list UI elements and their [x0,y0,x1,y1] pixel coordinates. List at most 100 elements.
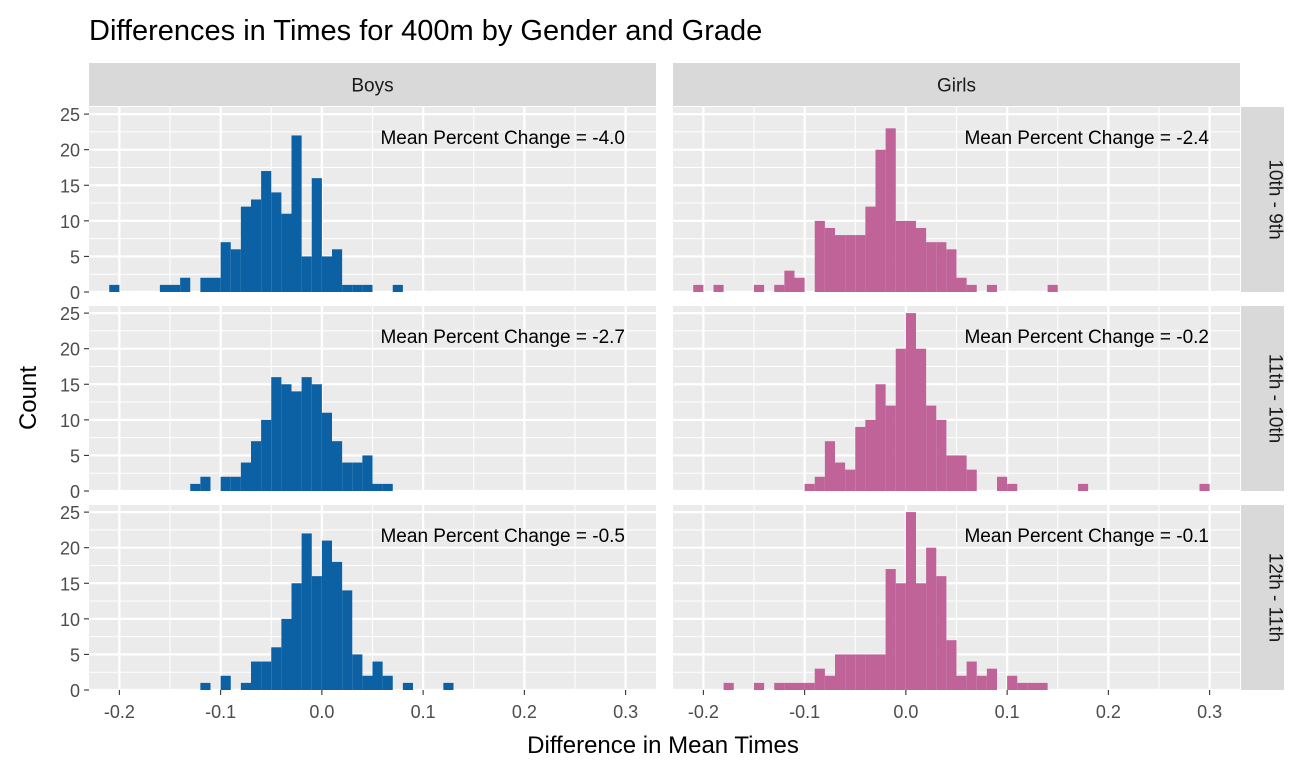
y-tick-label: 5 [70,645,80,665]
histogram-bar [804,682,815,690]
histogram-bar [754,284,765,292]
y-tick-label: 10 [60,212,80,232]
histogram-bar [814,668,825,690]
histogram-bar [372,483,383,491]
histogram-bar [875,654,886,690]
histogram-bar [311,576,322,690]
row-strip-label: 11th - 10th [1265,354,1286,443]
mean-percent-change-annotation: Mean Percent Change = -2.7 [380,327,625,348]
histogram-bar [905,220,916,292]
histogram-bar [1007,483,1018,491]
histogram-bar [693,284,704,292]
strip-layer: Boys Girls 10th - 9th 11th - 10th 12th - 11t… [89,63,1286,690]
y-tick-label: 20 [60,539,80,559]
mean-percent-change-annotation: Mean Percent Change = -0.1 [964,526,1209,547]
histogram-bar [774,682,785,690]
panel-girls-row-2: Mean Percent Change = -0.2 [673,306,1240,493]
histogram-bar [321,540,332,690]
histogram-bar [362,675,373,690]
histogram-bar [885,128,896,292]
histogram-bar [240,462,251,491]
y-tick-label: 0 [70,482,80,502]
histogram-bar [956,455,967,491]
panel-boys-row-3: Mean Percent Change = -0.5 [89,505,656,692]
histogram-bar [382,675,393,690]
histogram-bar [905,313,916,491]
histogram-bar [855,654,866,690]
histogram-bar [190,483,201,491]
column-strip-label: Boys [351,76,393,97]
histogram-bar [976,675,987,690]
histogram-bar [966,284,977,292]
histogram-bar [875,384,886,491]
histogram-bar [855,235,866,292]
histogram-bar [159,284,170,292]
histogram-bar [372,661,383,690]
histogram-bar [885,569,896,690]
y-tick-label: 15 [60,574,80,594]
histogram-bar [723,682,734,690]
histogram-bar [1078,483,1089,491]
column-strip-background [89,63,656,106]
panel-girls-row-1: Mean Percent Change = -2.4 [673,107,1240,294]
histogram-bar [814,220,825,292]
panel-girls-row-3: Mean Percent Change = -0.1 [673,505,1240,692]
x-tick-label: 0.2 [512,702,537,722]
histogram-bar [794,682,805,690]
histogram-bar [926,405,937,491]
histogram-bar [956,675,967,690]
histogram-bar [905,512,916,690]
histogram-bar [824,675,835,690]
histogram-bar [230,249,241,292]
mean-percent-change-annotation: Mean Percent Change = -4.0 [380,128,625,149]
histogram-bar [895,583,906,690]
histogram-bar [936,419,947,491]
histogram-bar [946,640,957,690]
histogram-bar [220,476,231,491]
histogram-bar [885,405,896,491]
histogram-bar [402,682,413,690]
histogram-bar [986,284,997,292]
histogram-bar [352,462,363,491]
histogram-bar [240,682,251,690]
histogram-bar [332,441,343,491]
x-tick-label: 0.0 [893,702,918,722]
panel-layer: Mean Percent Change = -4.0 Mean Percent C… [89,107,1240,692]
histogram-bar [362,284,373,292]
histogram-bar [281,618,292,690]
histogram-bar [845,469,856,491]
y-tick-label: 10 [60,411,80,431]
histogram-bar [271,377,282,491]
mean-percent-change-annotation: Mean Percent Change = -2.4 [964,128,1209,149]
histogram-bar [301,256,312,292]
x-tick-label: -0.2 [688,702,719,722]
histogram-bar [814,476,825,491]
column-strip-background [673,63,1240,106]
histogram-bar [1037,682,1048,690]
histogram-bar [895,220,906,292]
histogram-bar [261,171,272,292]
histogram-bar [1017,682,1028,690]
panel-boys-row-1: Mean Percent Change = -4.0 [89,107,656,294]
histogram-bar [1007,675,1018,690]
histogram-bar [875,149,886,292]
histogram-bar [321,412,332,491]
histogram-bar [926,242,937,292]
histogram-bar [784,682,795,690]
x-tick-label: 0.3 [1197,702,1222,722]
x-tick-label: 0.0 [309,702,334,722]
histogram-bar [794,277,805,292]
histogram-bar [865,419,876,491]
y-tick-label: 5 [70,446,80,466]
row-strip-background [1241,505,1284,690]
y-tick-label: 25 [60,503,80,523]
x-axis-title: Difference in Mean Times [527,732,799,759]
histogram-bar [382,483,393,491]
histogram-bar [926,547,937,690]
histogram-bar [311,178,322,292]
histogram-bar [946,455,957,491]
y-axis-title: Count [15,366,42,430]
histogram-bar [966,661,977,690]
